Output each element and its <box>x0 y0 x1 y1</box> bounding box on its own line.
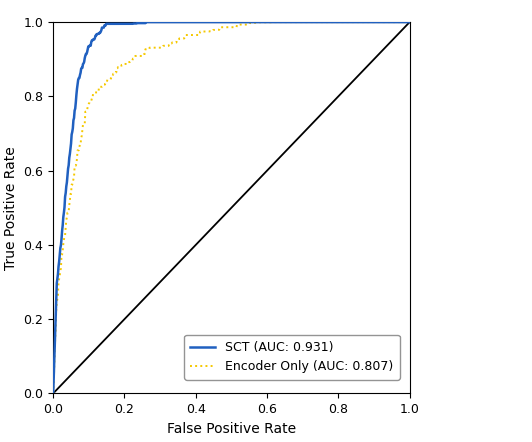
X-axis label: False Positive Rate: False Positive Rate <box>167 422 296 436</box>
Legend: SCT (AUC: 0.931), Encoder Only (AUC: 0.807): SCT (AUC: 0.931), Encoder Only (AUC: 0.8… <box>184 335 400 380</box>
Y-axis label: True Positive Rate: True Positive Rate <box>4 146 18 270</box>
